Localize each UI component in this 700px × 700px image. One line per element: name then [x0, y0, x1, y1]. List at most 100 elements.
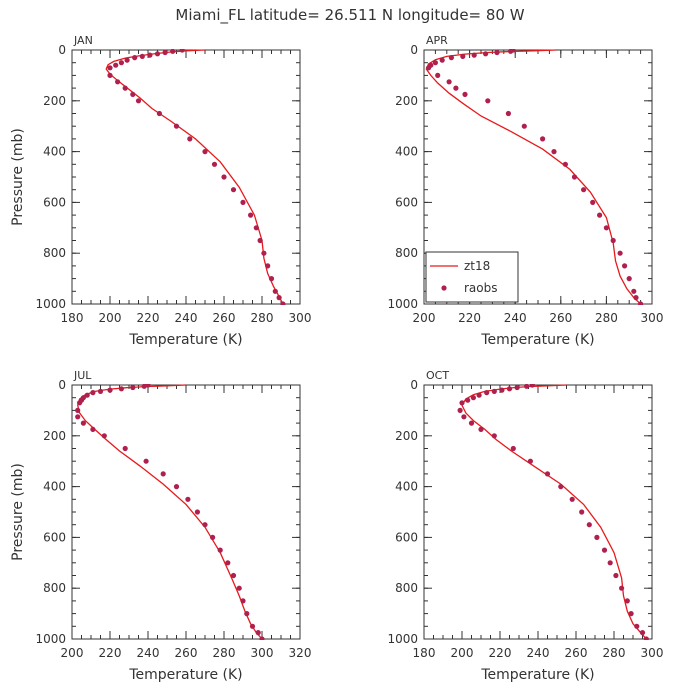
data-point-raobs — [432, 60, 438, 66]
data-point-raobs — [643, 636, 649, 640]
data-point-raobs — [639, 630, 646, 636]
data-point-raobs — [610, 237, 616, 244]
data-point-raobs — [143, 458, 149, 464]
x-tick-label: 220 — [137, 311, 160, 325]
data-point-raobs — [217, 547, 223, 553]
data-point-raobs — [521, 123, 527, 129]
data-point-raobs — [170, 49, 176, 54]
data-point-raobs — [244, 611, 250, 617]
data-point-raobs — [265, 263, 271, 269]
x-tick-label: 260 — [175, 646, 198, 660]
legend-marker-swatch — [441, 285, 447, 291]
data-point-raobs — [259, 636, 265, 640]
data-point-raobs — [634, 623, 640, 629]
x-tick-label: 260 — [565, 646, 588, 660]
x-tick-label: 220 — [489, 646, 512, 660]
data-point-raobs — [597, 212, 603, 218]
data-point-raobs — [75, 407, 81, 413]
x-tick-label: 300 — [641, 311, 664, 325]
x-axis: 200 220 240 260 280 300 320 — [61, 385, 312, 660]
data-point-raobs — [221, 174, 227, 180]
data-point-raobs — [476, 392, 482, 398]
data-point-raobs — [527, 458, 534, 464]
panel-oct: OCT 180 200 220 240 260 280 300 0 200 400 600 800 100… — [387, 369, 663, 683]
data-point-raobs — [118, 60, 124, 66]
legend-label-obs: raobs — [464, 281, 498, 295]
y-tick-label: 400 — [43, 480, 66, 494]
data-point-raobs — [173, 123, 180, 129]
data-point-raobs — [154, 51, 161, 57]
series-line-zt18 — [461, 384, 647, 640]
y-tick-label: 400 — [395, 480, 418, 494]
x-axis-label: Temperature (K) — [480, 332, 594, 348]
data-point-raobs — [90, 426, 96, 432]
x-tick-label: 240 — [504, 311, 527, 325]
data-point-raobs — [115, 79, 121, 85]
data-point-raobs — [255, 630, 261, 636]
y-tick-label: 600 — [395, 530, 418, 544]
data-point-raobs — [628, 611, 634, 617]
data-point-raobs — [130, 384, 136, 391]
x-tick-label: 280 — [213, 646, 236, 660]
data-point-raobs — [622, 263, 628, 269]
data-point-raobs — [147, 52, 153, 58]
y-axis: 0 200 400 600 800 1000 — [387, 378, 652, 646]
data-point-raobs — [457, 407, 463, 413]
x-tick-label: 200 — [413, 311, 436, 325]
y-tick-label: 400 — [43, 145, 66, 159]
data-point-raobs — [162, 49, 168, 56]
series-line-zt18 — [105, 49, 284, 305]
x-axis: 200 220 240 260 280 300 — [413, 50, 664, 325]
x-tick-label: 280 — [595, 311, 618, 325]
x-axis: 180 200 220 240 260 280 300 — [61, 50, 311, 325]
data-point-raobs — [524, 384, 530, 389]
data-point-raobs — [459, 400, 465, 406]
data-point-raobs — [453, 85, 459, 91]
plot-area — [425, 49, 644, 305]
data-point-raobs — [491, 433, 497, 439]
x-tick-label: 320 — [289, 646, 312, 660]
data-point-raobs — [617, 250, 623, 256]
data-point-raobs — [470, 395, 476, 401]
data-point-raobs — [491, 388, 497, 394]
y-axis: 0 200 400 600 800 1000 — [35, 43, 300, 311]
panel-label: JUL — [73, 369, 92, 382]
panel-label: JAN — [73, 34, 93, 47]
data-point-raobs — [468, 420, 475, 426]
x-tick-label: 300 — [251, 646, 274, 660]
x-tick-label: 180 — [61, 311, 84, 325]
plot-frame — [71, 384, 301, 640]
data-point-raobs — [124, 57, 130, 63]
data-point-raobs — [122, 445, 128, 452]
data-point-raobs — [631, 288, 637, 294]
x-tick-label: 240 — [527, 646, 550, 660]
data-point-raobs — [613, 572, 619, 579]
data-point-raobs — [107, 387, 113, 393]
data-point-raobs — [141, 384, 147, 389]
data-point-raobs — [90, 390, 96, 396]
figure-title: Miami_FL latitude= 26.511 N longitude= 8… — [175, 6, 524, 25]
data-point-raobs — [586, 522, 592, 528]
data-point-raobs — [462, 91, 468, 97]
data-point-raobs — [268, 276, 275, 282]
data-point-raobs — [173, 484, 180, 490]
series-line-zt18 — [77, 384, 263, 640]
data-point-raobs — [202, 149, 208, 155]
y-tick-label: 200 — [43, 429, 66, 443]
data-point-raobs — [435, 72, 441, 78]
y-tick-label: 600 — [395, 195, 418, 209]
data-point-raobs — [626, 276, 632, 282]
data-point-raobs — [139, 53, 145, 60]
y-tick-label: 0 — [58, 43, 66, 57]
data-point-raobs — [579, 509, 585, 515]
plot-frame — [423, 384, 653, 640]
data-point-raobs — [249, 623, 256, 629]
data-point-raobs — [118, 386, 124, 392]
y-axis: 0 200 400 600 800 1000 — [35, 378, 300, 646]
data-point-raobs — [508, 49, 514, 54]
plot-area — [457, 384, 649, 640]
y-tick-label: 1000 — [387, 632, 418, 646]
data-point-raobs — [494, 49, 500, 56]
y-tick-label: 0 — [58, 378, 66, 392]
data-point-raobs — [571, 174, 578, 180]
